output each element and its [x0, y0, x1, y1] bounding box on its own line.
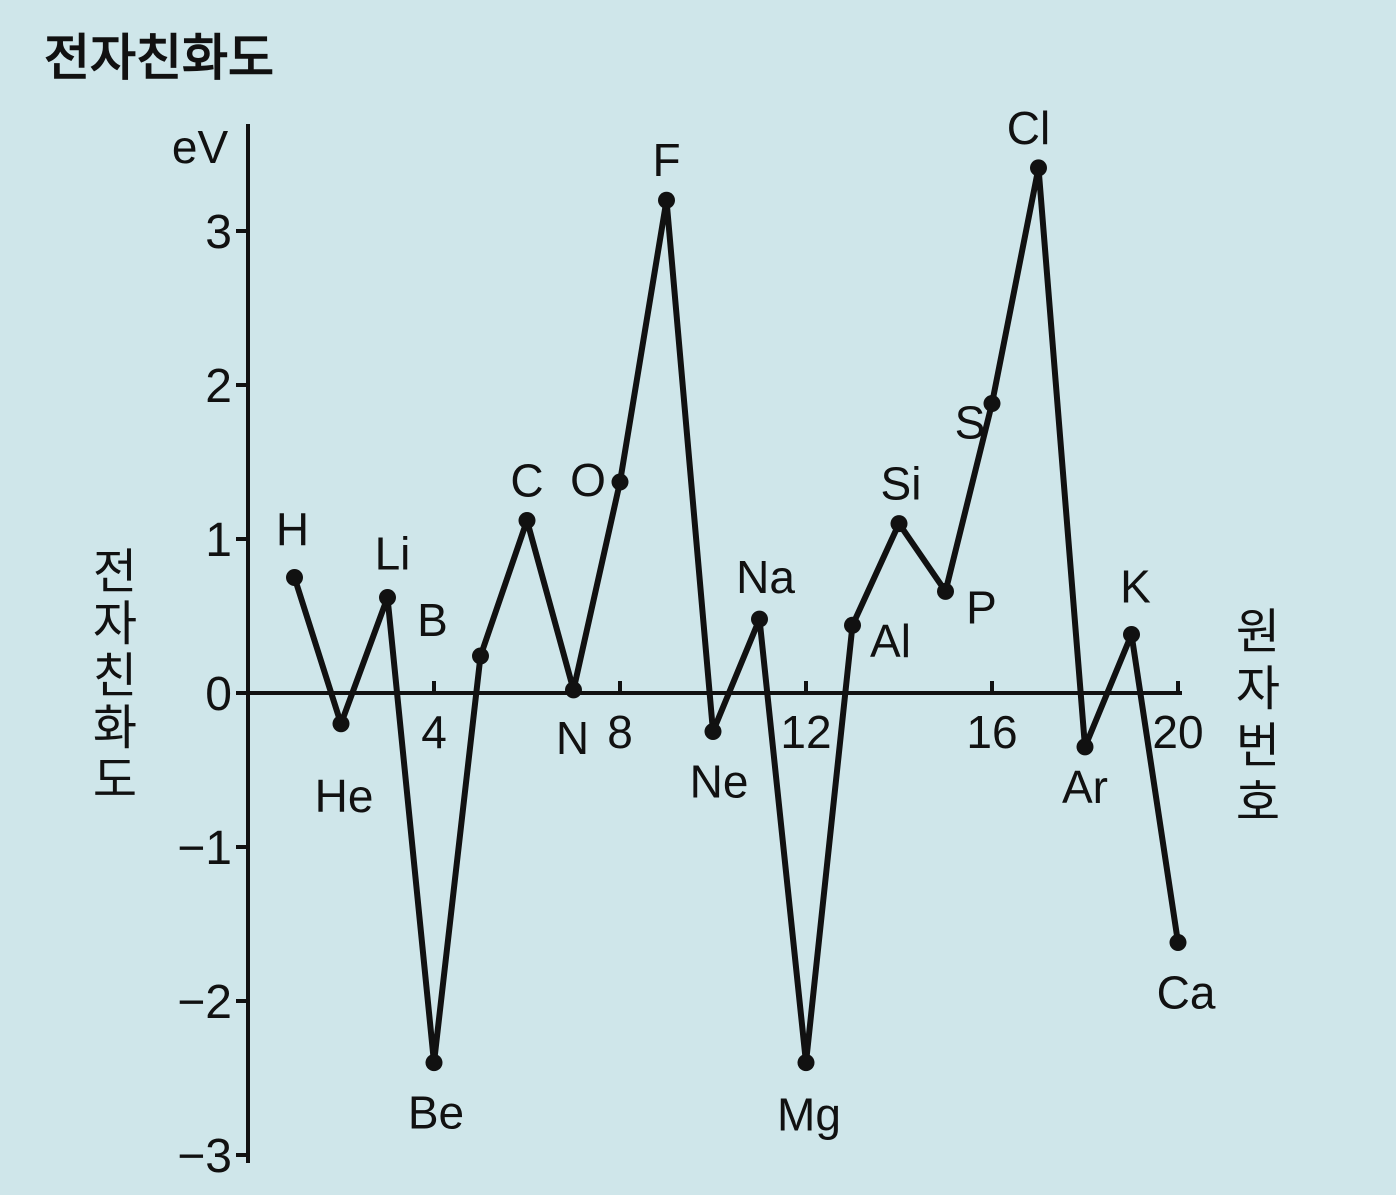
y-axis-title-char: 화 [93, 700, 137, 756]
y-tick-label: −1 [177, 822, 232, 875]
point-S [983, 394, 1001, 412]
point-O [611, 473, 629, 491]
point-C [518, 512, 536, 530]
point-Ar [1076, 738, 1094, 756]
point-label-N: N [556, 712, 589, 764]
point-label-Ar: Ar [1062, 761, 1108, 813]
series-group [286, 159, 1187, 1072]
x-axis-title-char: 자 [1236, 661, 1280, 717]
y-axis-title-char: 자 [93, 596, 137, 652]
point-label-Mg: Mg [777, 1089, 841, 1141]
point-label-B: B [417, 594, 448, 646]
x-tick-label: 12 [780, 706, 831, 758]
point-label-C: C [510, 455, 543, 507]
x-axis-title-char: 호 [1236, 775, 1280, 831]
point-Li [379, 589, 396, 607]
point-label-P: P [966, 581, 997, 633]
point-H [286, 569, 303, 586]
point-label-S: S [955, 396, 986, 448]
point-label-Si: Si [881, 458, 922, 510]
x-axis-title-char: 원 [1236, 604, 1280, 660]
point-B [472, 647, 489, 665]
series-line [291, 164, 1181, 1066]
y-axis-title: 전자친화도 [93, 544, 137, 808]
point-label-F: F [652, 134, 680, 186]
x-tick-label: 16 [966, 706, 1017, 758]
labels-group: H He Li Be B C N O F Ne Na Mg Al Si P S Cl Ar K Ca [276, 102, 1216, 1141]
y-tick-label: 0 [205, 668, 232, 721]
point-Be [425, 1054, 443, 1072]
point-Na [751, 610, 768, 628]
point-N [565, 681, 582, 699]
y-axis-title-char: 전 [93, 544, 137, 600]
point-label-H: H [276, 504, 309, 556]
point-label-Be: Be [408, 1087, 464, 1139]
point-Cl [1030, 159, 1047, 177]
x-axis-title-char: 번 [1236, 718, 1280, 774]
point-label-Ca: Ca [1157, 966, 1216, 1018]
point-Ne [704, 723, 722, 740]
y-axis-title-char: 친 [93, 648, 137, 704]
y-tick-label: 3 [205, 206, 232, 259]
point-label-K: K [1120, 560, 1151, 612]
x-tick-label: 4 [421, 706, 447, 758]
y-unit-label: eV [172, 121, 229, 173]
point-P [937, 582, 954, 600]
point-Al [844, 616, 861, 634]
y-tick-label: 2 [205, 360, 232, 413]
y-axis-title-char: 도 [93, 752, 137, 808]
y-tick-label: −3 [177, 1130, 232, 1183]
point-label-He: He [315, 770, 374, 822]
point-label-Ne: Ne [690, 756, 749, 808]
point-label-Li: Li [375, 528, 411, 580]
point-Ca [1169, 933, 1187, 951]
chart-title: 전자친화도 [44, 29, 274, 87]
point-Mg [797, 1054, 815, 1072]
point-label-O: O [570, 454, 606, 506]
point-Si [890, 515, 908, 533]
x-tick-label: 8 [607, 706, 633, 758]
point-label-Cl: Cl [1007, 102, 1050, 154]
point-F [658, 191, 675, 209]
point-label-Al: Al [870, 615, 911, 667]
point-label-Na: Na [736, 551, 795, 603]
point-K [1123, 625, 1140, 643]
y-tick-label: 1 [205, 514, 232, 567]
point-He [332, 715, 350, 733]
x-tick-label: 20 [1152, 706, 1203, 758]
y-tick-label: −2 [177, 976, 232, 1029]
